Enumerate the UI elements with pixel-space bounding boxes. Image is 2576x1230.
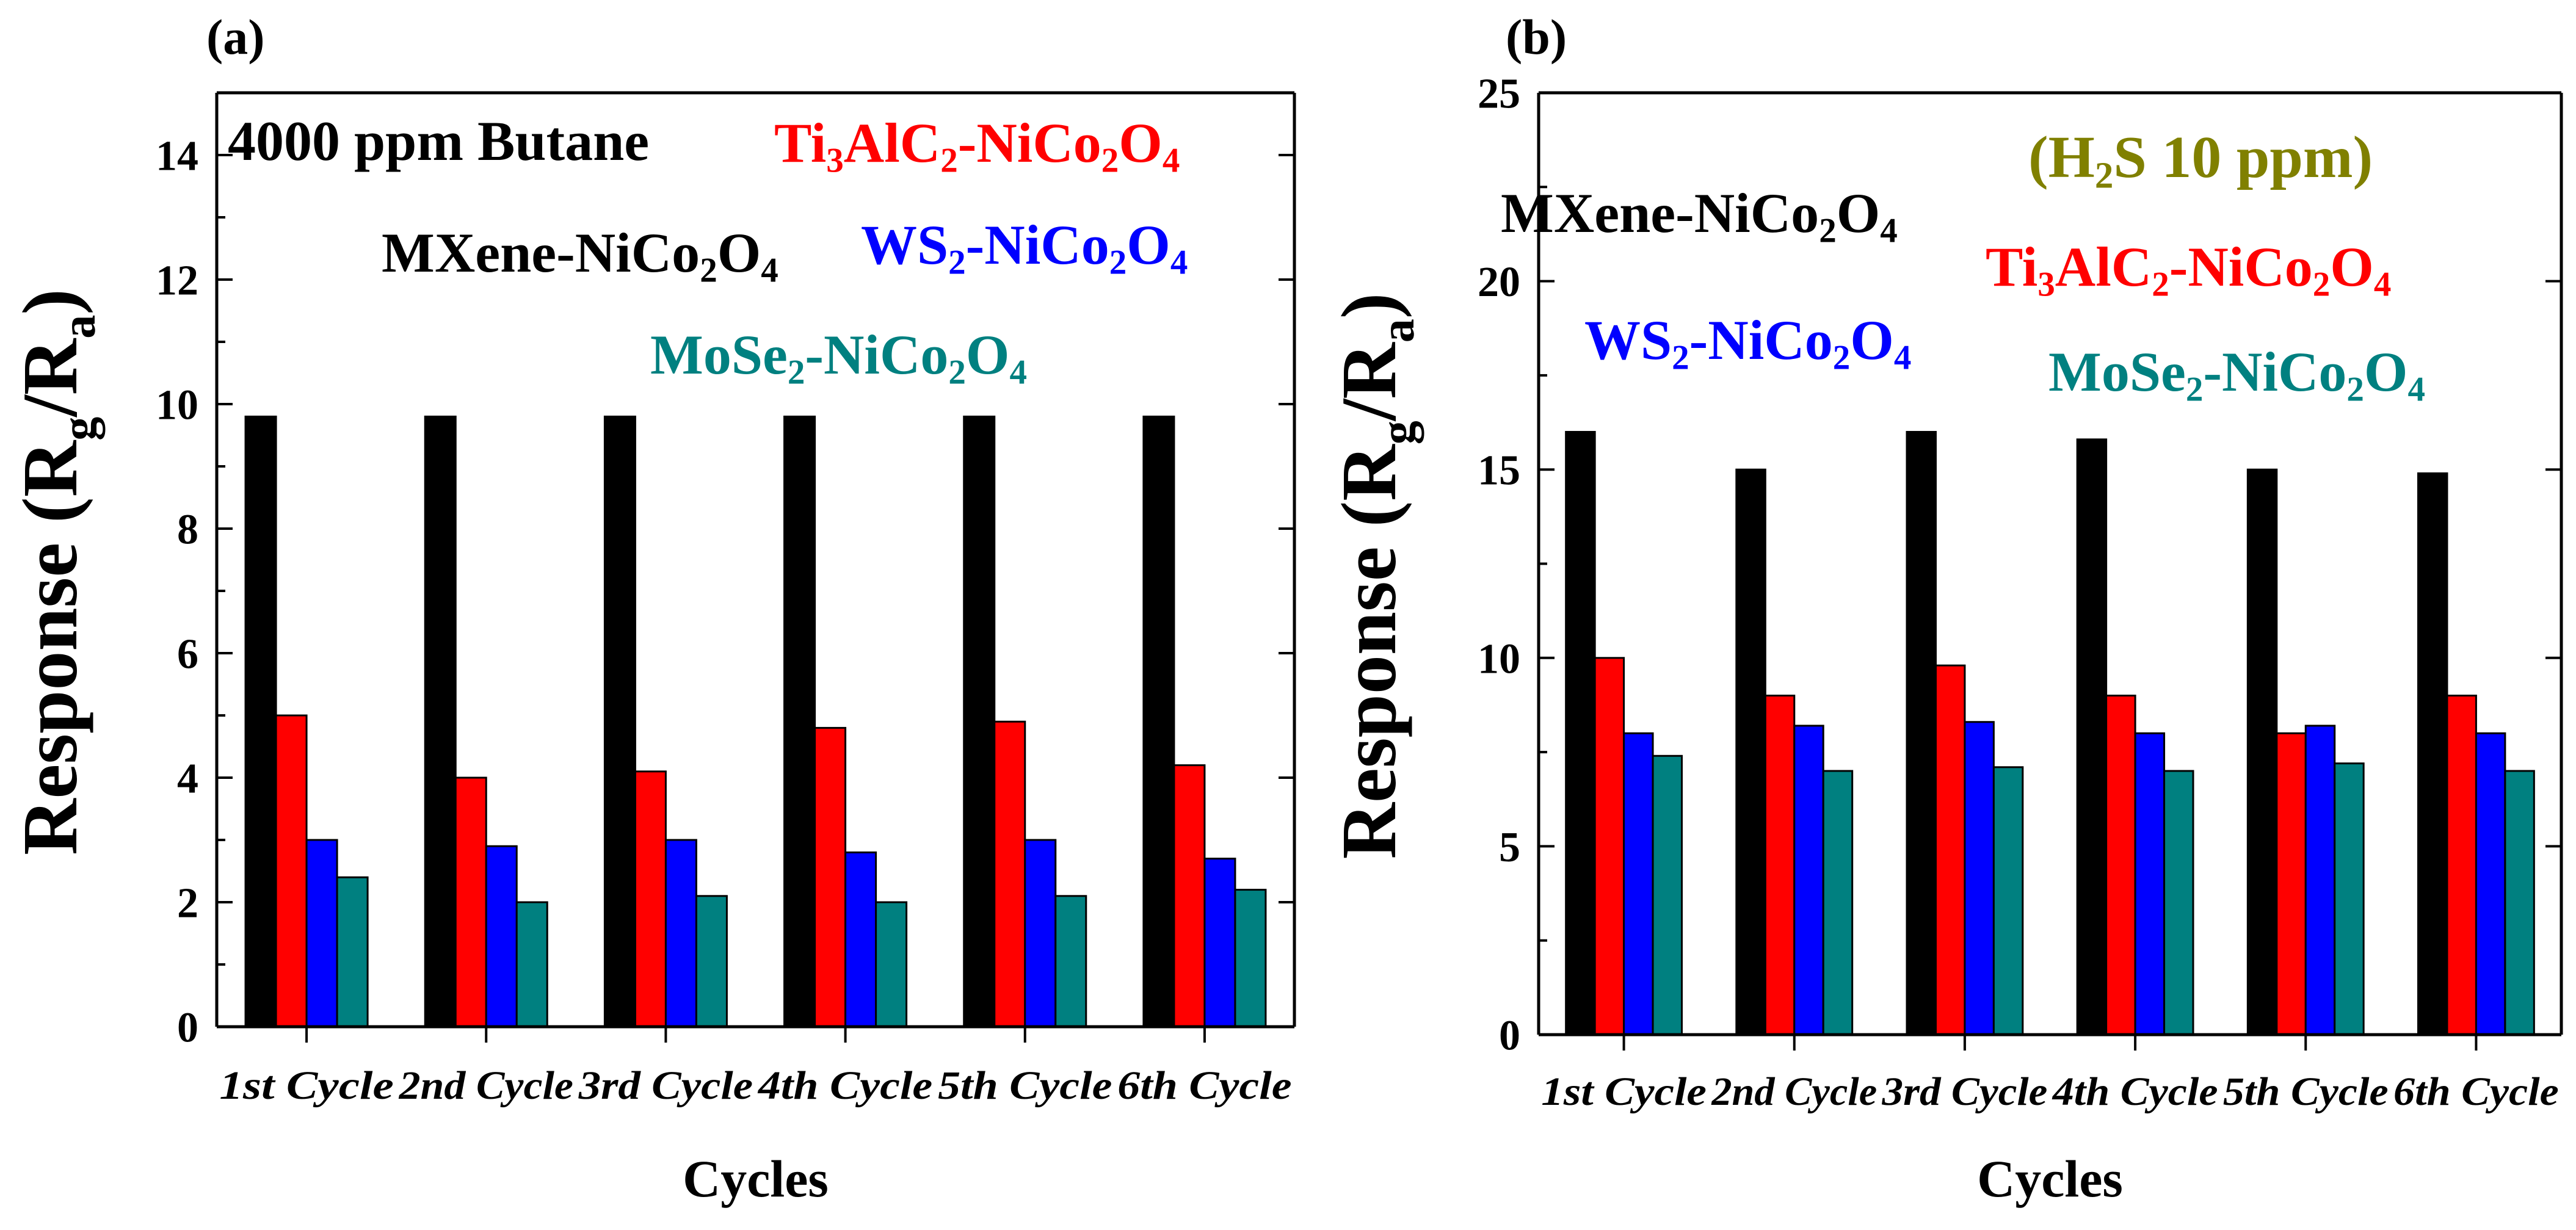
y-tick-label: 2 <box>177 880 198 927</box>
y-tick-label: 15 <box>1478 447 1520 494</box>
y-tick-label: 14 <box>156 133 198 180</box>
bar-MXene-NiCo2O4-1 <box>1565 430 1596 1036</box>
x-tick-label: 4th Cycle <box>2052 1069 2218 1114</box>
bar-MoSe2-NiCo2O4-6 <box>1234 889 1267 1028</box>
x-tick-label: 4th Cycle <box>757 1063 933 1108</box>
bar-MXene-NiCo2O4-5 <box>2246 468 2278 1036</box>
bar-MoSe2-NiCo2O4-3 <box>695 895 728 1028</box>
x-axis-label: Cycles <box>1977 1149 2123 1208</box>
y-tick-label: 20 <box>1478 259 1520 306</box>
bar-WS2-NiCo2O4-4 <box>2134 732 2166 1036</box>
y-tick-label: 10 <box>156 382 198 429</box>
bar-WS2-NiCo2O4-6 <box>2475 732 2506 1036</box>
x-tick-label: 1st Cycle <box>1541 1069 1707 1114</box>
bar-MXene-NiCo2O4-4 <box>2076 438 2108 1036</box>
bar-MoSe2-NiCo2O4-3 <box>1992 766 2024 1036</box>
bar-MXene-NiCo2O4-6 <box>1142 415 1175 1028</box>
bar-Ti3AlC2-NiCo2O4-2 <box>454 776 487 1028</box>
x-tick-label: 5th Cycle <box>2223 1069 2389 1114</box>
bar-WS2-NiCo2O4-3 <box>1964 721 1995 1036</box>
bar-MXene-NiCo2O4-3 <box>1906 430 1937 1036</box>
legend-label-Ti3AlC2-NiCo2O4: Ti3AlC2-NiCo2O4 <box>1986 236 2391 304</box>
chart-title: (H2S 10 ppm) <box>2028 125 2373 197</box>
y-tick-label: 0 <box>177 1005 198 1052</box>
legend-label-MXene-NiCo2O4: MXene-NiCo2O4 <box>1501 182 1898 250</box>
bar-WS2-NiCo2O4-4 <box>844 851 877 1028</box>
bar-MXene-NiCo2O4-1 <box>244 415 277 1028</box>
y-tick-label: 8 <box>177 507 198 554</box>
legend-label-WS2-NiCo2O4: WS2-NiCo2O4 <box>861 214 1188 282</box>
x-axis-label: Cycles <box>683 1149 829 1208</box>
bar-MXene-NiCo2O4-3 <box>603 415 636 1028</box>
bar-MoSe2-NiCo2O4-2 <box>515 901 548 1028</box>
legend-label-Ti3AlC2-NiCo2O4: Ti3AlC2-NiCo2O4 <box>774 112 1180 180</box>
bar-WS2-NiCo2O4-2 <box>1793 725 1824 1036</box>
y-tick-label: 6 <box>177 631 198 678</box>
bar-MoSe2-NiCo2O4-4 <box>875 901 908 1028</box>
bar-MoSe2-NiCo2O4-4 <box>2163 770 2194 1036</box>
legend-label-MXene-NiCo2O4: MXene-NiCo2O4 <box>382 222 778 290</box>
bar-Ti3AlC2-NiCo2O4-1 <box>1594 657 1625 1036</box>
bar-WS2-NiCo2O4-1 <box>305 839 338 1028</box>
bar-Ti3AlC2-NiCo2O4-3 <box>1934 664 1966 1036</box>
x-tick-label: 5th Cycle <box>938 1063 1112 1108</box>
bar-MoSe2-NiCo2O4-5 <box>2334 762 2365 1036</box>
x-tick-label: 2nd Cycle <box>1711 1069 1877 1114</box>
bar-Ti3AlC2-NiCo2O4-3 <box>634 770 667 1028</box>
bar-Ti3AlC2-NiCo2O4-6 <box>2446 695 2477 1036</box>
bar-MoSe2-NiCo2O4-2 <box>1822 770 1854 1036</box>
bar-Ti3AlC2-NiCo2O4-6 <box>1173 764 1206 1028</box>
y-tick-label: 10 <box>1478 635 1520 682</box>
bar-Ti3AlC2-NiCo2O4-5 <box>2276 732 2307 1036</box>
bar-MXene-NiCo2O4-2 <box>424 415 457 1028</box>
bar-Ti3AlC2-NiCo2O4-4 <box>814 726 847 1028</box>
x-tick-label: 3rd Cycle <box>578 1063 753 1108</box>
y-axis-label: Response (Rg/Ra) <box>1326 293 1424 859</box>
bar-MoSe2-NiCo2O4-5 <box>1054 895 1087 1028</box>
bar-MoSe2-NiCo2O4-6 <box>2504 770 2535 1036</box>
bar-WS2-NiCo2O4-5 <box>1024 839 1057 1028</box>
bar-MXene-NiCo2O4-2 <box>1735 468 1766 1036</box>
bar-MXene-NiCo2O4-4 <box>783 415 816 1028</box>
x-tick-label: 1st Cycle <box>219 1063 393 1108</box>
bar-Ti3AlC2-NiCo2O4-5 <box>993 720 1026 1028</box>
bar-WS2-NiCo2O4-5 <box>2304 725 2336 1036</box>
bar-MoSe2-NiCo2O4-1 <box>1652 754 1683 1036</box>
x-tick-label: 6th Cycle <box>2393 1069 2559 1114</box>
chart-title: 4000 ppm Butane <box>228 110 649 172</box>
bar-WS2-NiCo2O4-2 <box>485 845 518 1028</box>
x-tick-label: 3rd Cycle <box>1881 1069 2047 1114</box>
bar-Ti3AlC2-NiCo2O4-1 <box>275 714 308 1028</box>
legend-label-WS2-NiCo2O4: WS2-NiCo2O4 <box>1584 309 1911 377</box>
bar-Ti3AlC2-NiCo2O4-2 <box>1764 695 1796 1036</box>
bar-WS2-NiCo2O4-3 <box>664 839 697 1028</box>
bar-MoSe2-NiCo2O4-1 <box>336 876 369 1028</box>
x-tick-label: 6th Cycle <box>1117 1063 1291 1108</box>
panel-label: (b) <box>1506 9 1567 65</box>
bar-WS2-NiCo2O4-6 <box>1203 858 1236 1028</box>
legend-label-MoSe2-NiCo2O4: MoSe2-NiCo2O4 <box>650 324 1027 392</box>
legend-label-MoSe2-NiCo2O4: MoSe2-NiCo2O4 <box>2048 341 2425 409</box>
bar-WS2-NiCo2O4-1 <box>1623 732 1654 1036</box>
panel-a: (a) 0 2 4 6 8 10 12 14 1st Cycle 2nd Cycle 3rd Cycl… <box>7 9 1296 1208</box>
panel-label: (a) <box>206 9 265 65</box>
y-tick-label: 5 <box>1499 824 1520 871</box>
y-tick-label: 25 <box>1478 71 1520 118</box>
y-tick-label: 0 <box>1499 1013 1520 1060</box>
y-axis-label: Response (Rg/Ra) <box>7 289 105 855</box>
bar-Ti3AlC2-NiCo2O4-4 <box>2105 695 2136 1036</box>
panel-b: (b) 0 5 10 15 20 25 1st Cycle 2nd Cycle 3rd Cycle… <box>1326 9 2563 1208</box>
y-tick-label: 4 <box>177 756 198 803</box>
x-tick-label: 2nd Cycle <box>399 1063 573 1108</box>
bar-MXene-NiCo2O4-5 <box>963 415 996 1028</box>
y-tick-label: 12 <box>156 258 198 305</box>
bar-MXene-NiCo2O4-6 <box>2417 472 2448 1036</box>
